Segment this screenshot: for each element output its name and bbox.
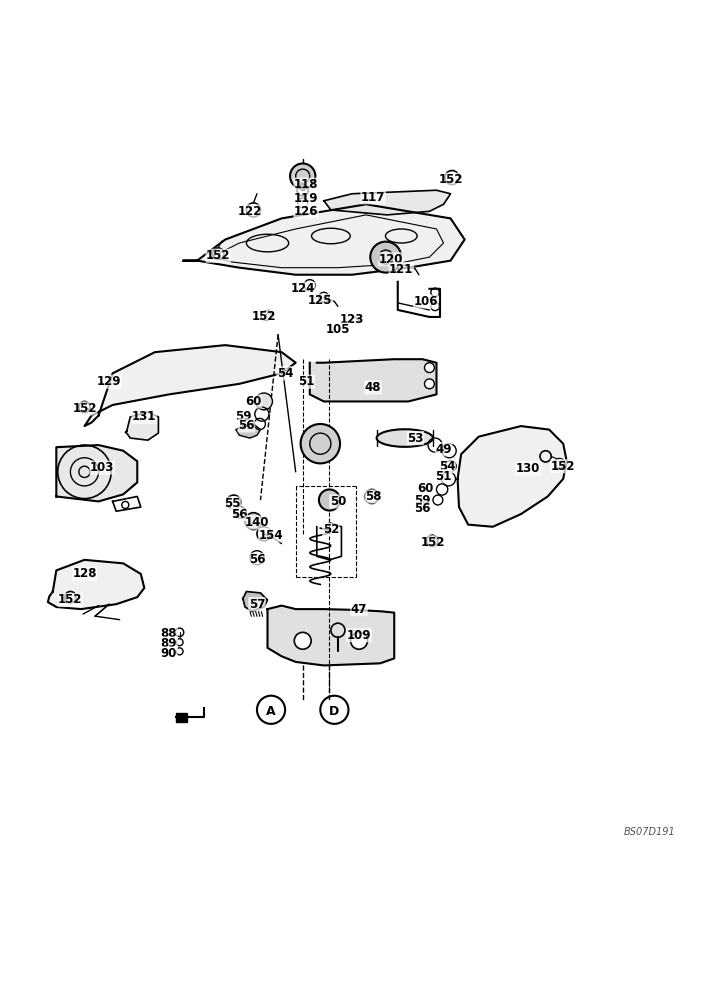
Polygon shape xyxy=(268,606,394,665)
Text: 105: 105 xyxy=(326,323,350,336)
Polygon shape xyxy=(56,445,137,501)
Circle shape xyxy=(290,163,315,189)
Text: 56: 56 xyxy=(231,508,248,521)
Text: 60: 60 xyxy=(245,395,262,408)
Text: 131: 131 xyxy=(132,410,156,423)
Text: 118: 118 xyxy=(294,178,318,191)
Text: 103: 103 xyxy=(90,461,114,474)
Text: 122: 122 xyxy=(238,205,262,218)
Polygon shape xyxy=(324,190,451,215)
Text: 51: 51 xyxy=(298,375,315,388)
Text: 128: 128 xyxy=(73,567,96,580)
Text: 124: 124 xyxy=(291,282,315,295)
Text: 152: 152 xyxy=(73,402,96,415)
Text: 125: 125 xyxy=(308,294,332,307)
Text: 117: 117 xyxy=(361,191,385,204)
Text: 54: 54 xyxy=(439,460,455,473)
Polygon shape xyxy=(48,560,144,609)
Circle shape xyxy=(319,489,340,511)
Text: 58: 58 xyxy=(365,490,382,503)
Circle shape xyxy=(294,632,311,649)
Text: A: A xyxy=(266,705,276,718)
Text: 55: 55 xyxy=(224,497,241,510)
Text: 152: 152 xyxy=(551,460,575,473)
Polygon shape xyxy=(310,359,436,401)
Text: 152: 152 xyxy=(439,173,463,186)
Circle shape xyxy=(351,632,367,649)
Text: 57: 57 xyxy=(249,598,265,611)
Polygon shape xyxy=(243,592,268,611)
Text: 51: 51 xyxy=(435,470,452,483)
Text: 56: 56 xyxy=(249,553,265,566)
Text: 123: 123 xyxy=(340,313,364,326)
Polygon shape xyxy=(176,713,187,722)
Text: 90: 90 xyxy=(161,647,177,660)
Text: 56: 56 xyxy=(238,419,255,432)
Polygon shape xyxy=(236,424,260,438)
Text: 152: 152 xyxy=(206,249,230,262)
Text: 152: 152 xyxy=(252,310,276,323)
Text: 56: 56 xyxy=(414,502,431,515)
Text: 106: 106 xyxy=(414,295,438,308)
Text: 48: 48 xyxy=(365,381,382,394)
Polygon shape xyxy=(458,426,567,527)
Text: 119: 119 xyxy=(294,192,318,205)
Polygon shape xyxy=(183,204,465,275)
Circle shape xyxy=(256,393,272,410)
Text: 59: 59 xyxy=(414,493,431,506)
Polygon shape xyxy=(125,412,158,440)
Text: 126: 126 xyxy=(294,205,318,218)
Circle shape xyxy=(425,379,434,389)
Text: 54: 54 xyxy=(277,367,294,380)
Text: 53: 53 xyxy=(407,432,424,445)
Text: 152: 152 xyxy=(58,593,82,606)
Text: 47: 47 xyxy=(351,603,367,616)
Text: 154: 154 xyxy=(259,529,283,542)
Text: 109: 109 xyxy=(347,629,371,642)
Text: 129: 129 xyxy=(97,375,121,388)
Text: 130: 130 xyxy=(516,462,540,475)
Text: BS07D191: BS07D191 xyxy=(624,827,676,837)
Text: 121: 121 xyxy=(389,263,413,276)
Circle shape xyxy=(425,363,434,373)
Text: 60: 60 xyxy=(417,482,434,495)
Ellipse shape xyxy=(377,429,433,447)
Text: 152: 152 xyxy=(421,536,445,549)
Text: D: D xyxy=(329,705,339,718)
Text: 52: 52 xyxy=(322,523,339,536)
Circle shape xyxy=(245,513,262,530)
Text: 120: 120 xyxy=(379,253,403,266)
Text: 88: 88 xyxy=(161,627,177,640)
Text: 49: 49 xyxy=(435,443,452,456)
Text: 59: 59 xyxy=(234,410,251,423)
Text: 89: 89 xyxy=(161,637,177,650)
Polygon shape xyxy=(84,345,296,426)
Text: 140: 140 xyxy=(245,516,269,529)
Text: 50: 50 xyxy=(329,495,346,508)
Circle shape xyxy=(370,242,401,273)
Circle shape xyxy=(301,424,340,463)
